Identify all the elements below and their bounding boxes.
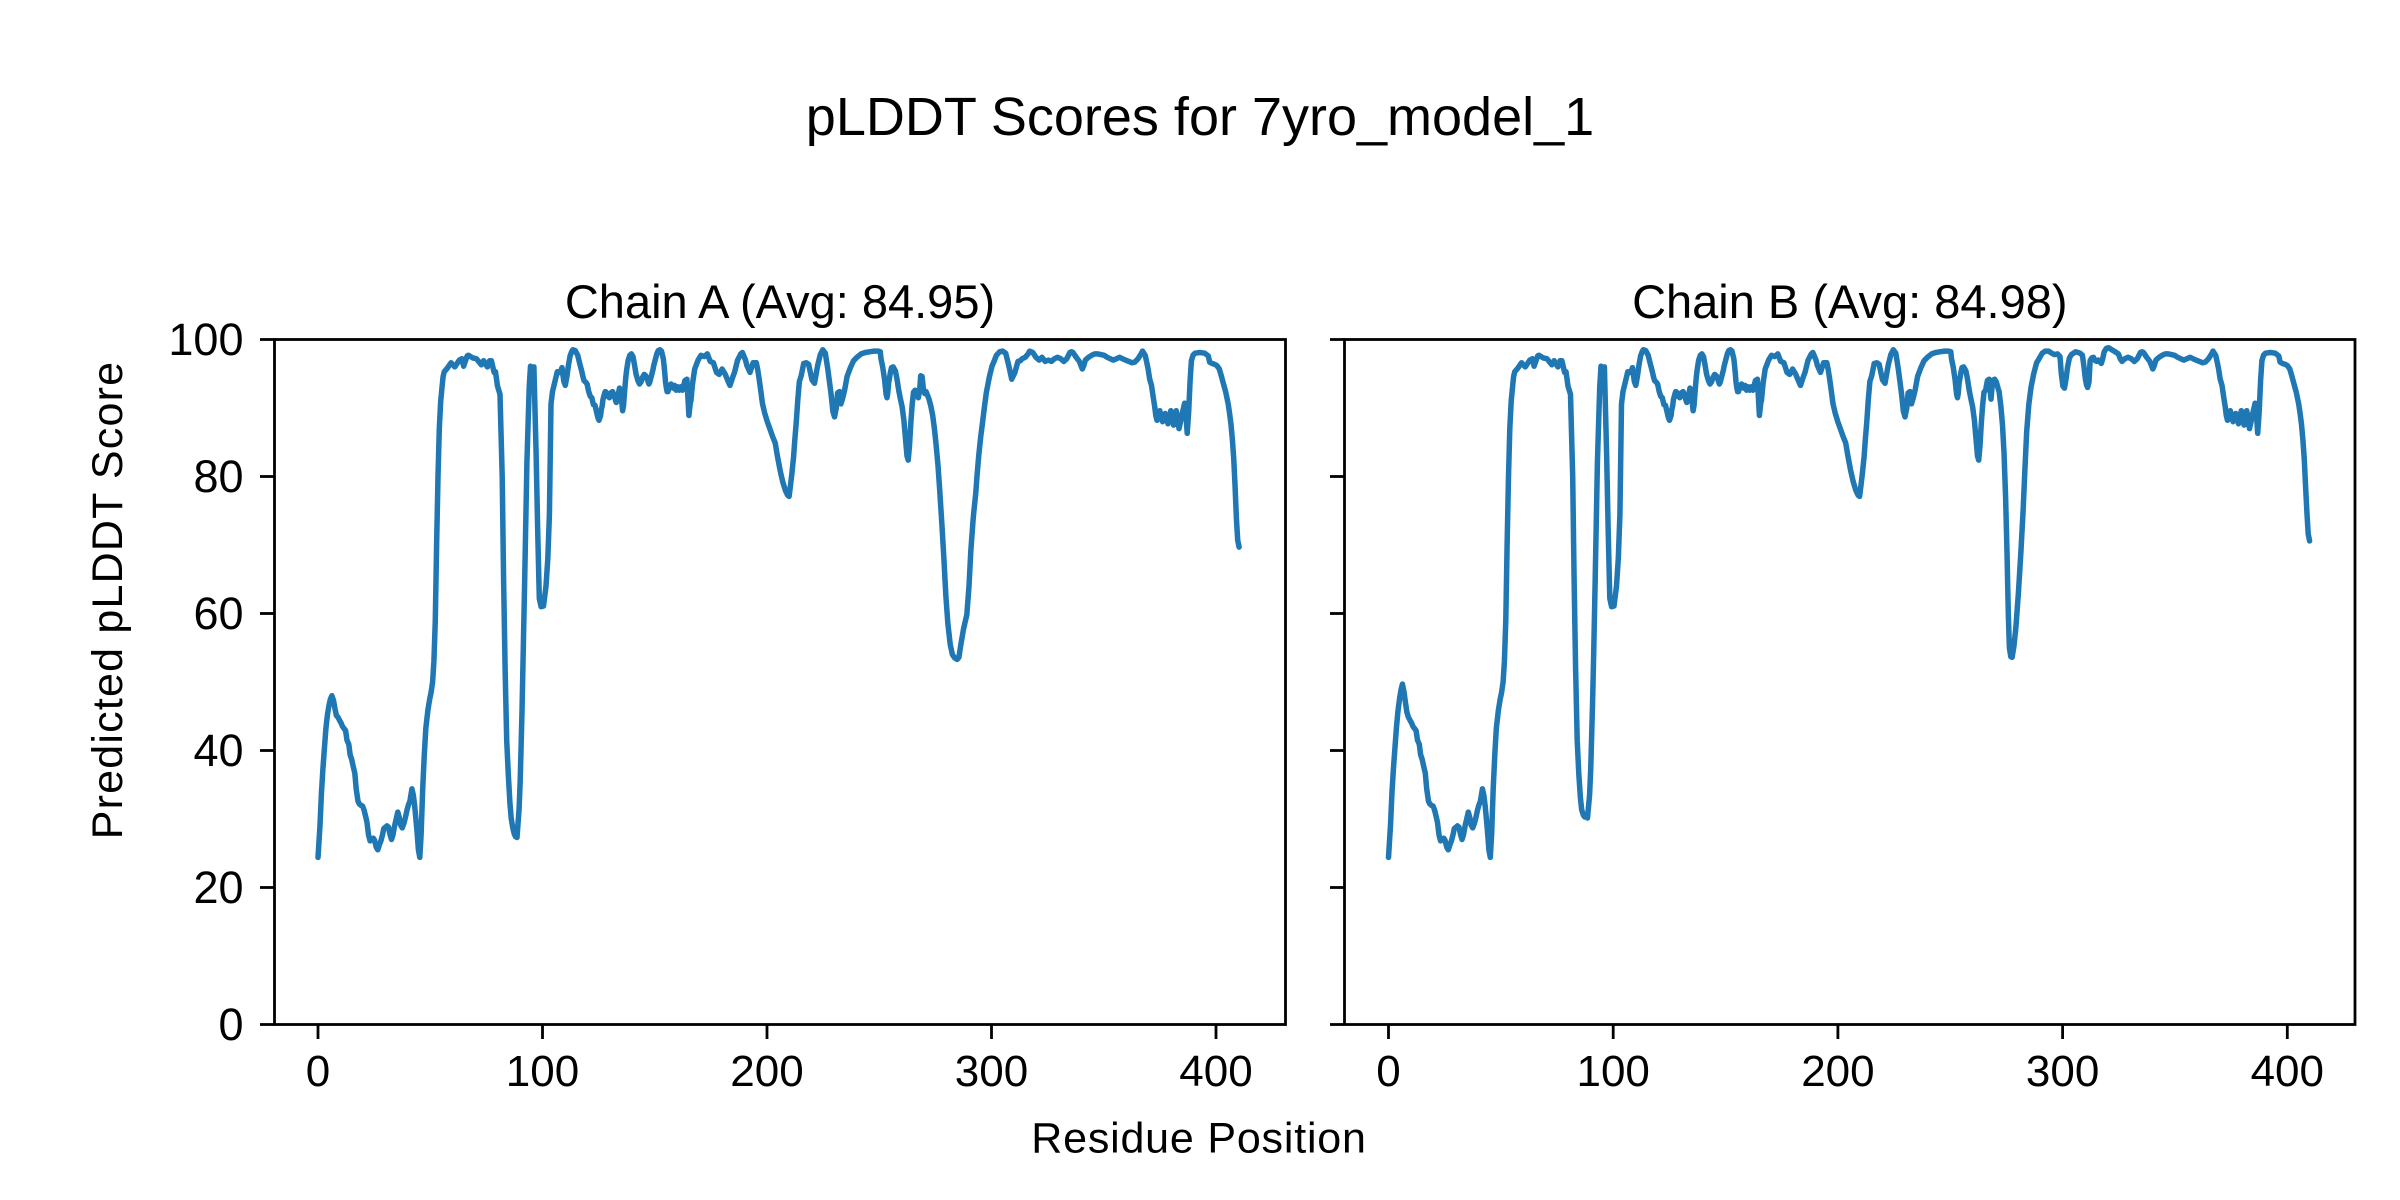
svg-text:Chain B (Avg: 84.98): Chain B (Avg: 84.98) <box>1632 275 2067 328</box>
svg-text:400: 400 <box>2251 1047 2324 1096</box>
svg-text:Chain A (Avg: 84.95): Chain A (Avg: 84.95) <box>565 275 995 328</box>
svg-text:Predicted pLDDT Score: Predicted pLDDT Score <box>84 361 132 840</box>
svg-text:0: 0 <box>1376 1047 1400 1096</box>
svg-text:300: 300 <box>955 1047 1028 1096</box>
svg-text:300: 300 <box>2026 1047 2099 1096</box>
svg-text:0: 0 <box>306 1047 330 1096</box>
svg-text:100: 100 <box>1576 1047 1649 1096</box>
svg-text:200: 200 <box>730 1047 803 1096</box>
svg-text:80: 80 <box>193 451 243 502</box>
svg-text:60: 60 <box>193 588 243 639</box>
svg-text:40: 40 <box>193 725 243 776</box>
svg-text:100: 100 <box>168 314 243 365</box>
svg-text:0: 0 <box>218 999 243 1050</box>
svg-text:pLDDT Scores for 7yro_model_1: pLDDT Scores for 7yro_model_1 <box>806 87 1594 147</box>
svg-text:400: 400 <box>1179 1047 1252 1096</box>
svg-text:100: 100 <box>506 1047 579 1096</box>
svg-text:Residue Position: Residue Position <box>1031 1115 1367 1163</box>
svg-text:20: 20 <box>193 862 243 913</box>
svg-text:200: 200 <box>1801 1047 1874 1096</box>
